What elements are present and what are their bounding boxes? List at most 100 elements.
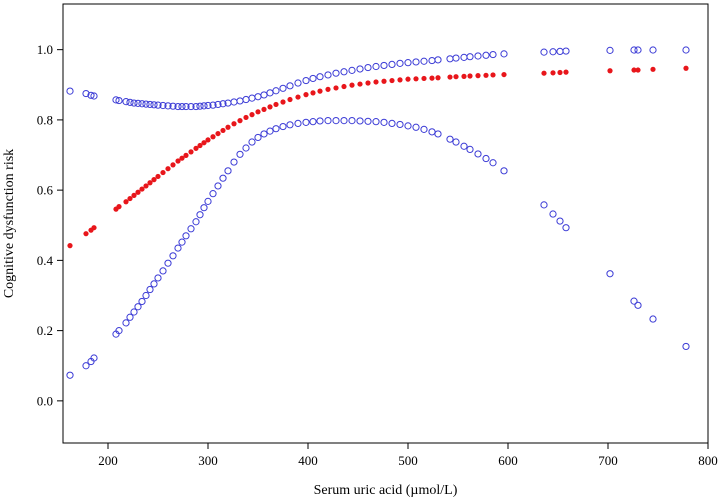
estimate-point — [131, 192, 137, 198]
upper-ci-point — [474, 52, 482, 60]
estimate-point — [205, 137, 211, 143]
lower-ci-point — [466, 145, 474, 153]
estimate-point — [303, 92, 309, 98]
lower-ci-point — [549, 210, 557, 218]
estimate-point — [267, 104, 273, 110]
lower-ci-point — [396, 120, 404, 129]
x-tick-label: 500 — [398, 453, 418, 468]
lower-ci-point — [540, 201, 548, 209]
upper-ci-point — [138, 100, 146, 108]
estimate-point — [197, 142, 203, 149]
lower-ci-point — [302, 118, 310, 126]
lower-ci-point — [169, 252, 177, 260]
lower-ci-point — [187, 225, 195, 233]
lower-ci-point — [460, 142, 468, 150]
upper-ci-point — [266, 89, 274, 97]
lower-ci-point — [316, 117, 324, 125]
lower-ci-point — [266, 127, 274, 135]
lower-ci-point — [446, 135, 454, 143]
estimate-point — [127, 195, 133, 202]
upper-ci-point — [606, 46, 614, 54]
lower-ci-point — [122, 319, 130, 327]
upper-ci-point — [372, 62, 380, 71]
estimate-point — [435, 75, 441, 81]
estimate-point — [413, 76, 419, 82]
upper-ci-point — [434, 56, 442, 64]
lower-ci-point — [388, 119, 396, 128]
lower-ci-point — [219, 174, 227, 182]
lower-ci-point — [90, 354, 98, 362]
upper-ci-point — [154, 101, 162, 109]
estimate-point — [135, 189, 141, 195]
estimate-point — [215, 130, 221, 137]
estimate-point — [147, 180, 153, 186]
lower-ci-point — [279, 122, 287, 131]
estimate-point — [381, 78, 387, 84]
lower-ci-point — [130, 308, 138, 316]
estimate-point — [210, 134, 216, 140]
estimate-point — [287, 96, 293, 103]
estimate-point — [225, 124, 231, 130]
upper-ci-point — [562, 47, 570, 55]
x-tick-label: 700 — [598, 453, 618, 468]
estimate-point — [557, 69, 563, 76]
upper-ci-point — [209, 101, 217, 109]
lower-ci-point — [286, 121, 294, 129]
lower-ci-point — [214, 182, 222, 190]
upper-ci-point — [460, 53, 468, 61]
estimate-point — [631, 67, 637, 73]
y-tick-label: 0.6 — [37, 183, 54, 198]
upper-ci-point — [230, 98, 238, 106]
estimate-point — [483, 72, 489, 78]
estimate-point — [349, 82, 355, 88]
lower-ci-point — [309, 118, 317, 126]
upper-ci-point — [466, 53, 474, 61]
upper-ci-point — [452, 54, 460, 62]
estimate-point — [421, 75, 427, 82]
x-tick-label: 200 — [98, 453, 118, 468]
estimate-point — [373, 79, 379, 85]
lower-ci-point — [364, 117, 372, 125]
lower-ci-point — [236, 150, 244, 158]
upper-ci-point — [260, 91, 268, 99]
lower-ci-point — [434, 130, 442, 138]
y-tick-label: 1.0 — [37, 42, 53, 57]
upper-ci-point — [380, 61, 388, 70]
estimate-point — [447, 74, 453, 80]
upper-ci-point — [182, 102, 190, 111]
x-tick-label: 800 — [698, 453, 718, 468]
lower-ci-point — [682, 342, 690, 351]
estimate-point — [67, 243, 73, 249]
lower-ci-point — [500, 167, 508, 175]
upper-ci-point — [649, 46, 657, 54]
lower-ci-point — [294, 119, 302, 128]
estimate-point — [139, 186, 145, 192]
upper-ci-point — [204, 101, 212, 110]
upper-ci-point — [169, 102, 177, 110]
estimate-point — [317, 88, 323, 94]
estimate-point — [607, 68, 613, 74]
lower-ci-point — [556, 217, 564, 225]
upper-ci-point — [178, 102, 186, 111]
upper-ci-point — [200, 102, 208, 110]
lower-ci-point — [142, 291, 150, 300]
lower-ci-point — [182, 232, 190, 240]
lower-ci-point — [272, 125, 280, 133]
estimate-point — [255, 109, 261, 115]
lower-ci-point — [420, 125, 428, 133]
lower-ci-point — [209, 190, 217, 198]
upper-ci-point — [549, 48, 557, 56]
upper-ci-point — [556, 47, 564, 56]
estimate-point — [310, 90, 316, 96]
estimate-point — [165, 166, 171, 172]
series-2 — [66, 117, 690, 379]
plot-frame — [62, 3, 709, 444]
y-tick-label: 0.0 — [37, 393, 53, 408]
upper-ci-point — [130, 99, 138, 107]
upper-ci-point — [87, 91, 95, 99]
y-tick-label: 0.2 — [37, 323, 53, 338]
lower-ci-point — [154, 274, 162, 282]
lower-ci-point — [412, 123, 420, 131]
lower-ci-point — [428, 128, 436, 136]
estimate-point — [220, 127, 226, 134]
